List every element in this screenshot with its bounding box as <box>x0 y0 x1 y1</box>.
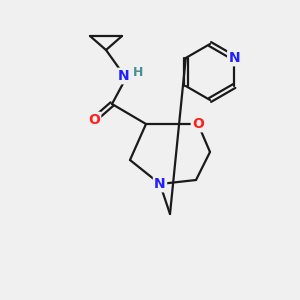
Text: N: N <box>154 177 166 191</box>
Text: N: N <box>118 69 130 83</box>
Text: N: N <box>228 51 240 65</box>
Text: O: O <box>192 117 204 131</box>
Text: H: H <box>133 65 143 79</box>
Text: O: O <box>88 113 100 127</box>
